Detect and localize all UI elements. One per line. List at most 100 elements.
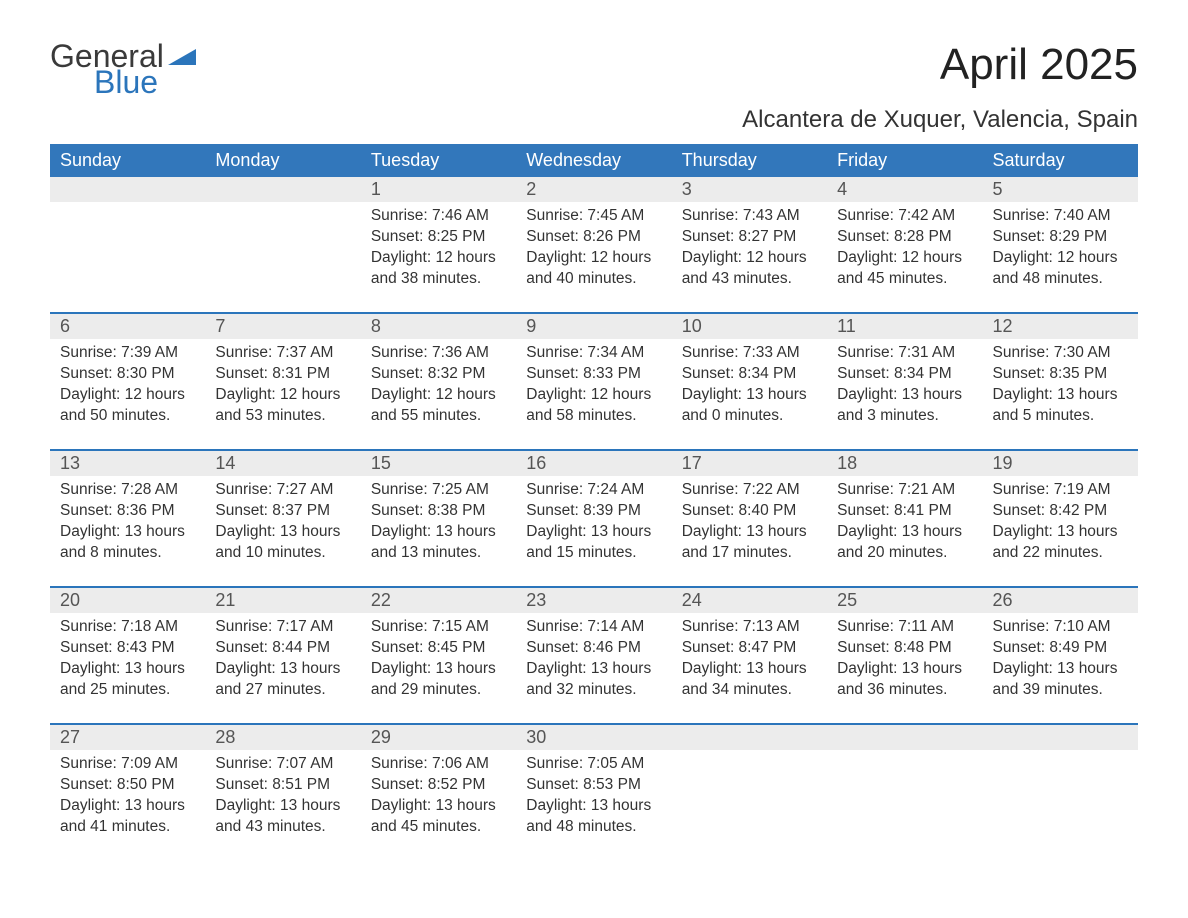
day-cell: Sunrise: 7:30 AMSunset: 8:35 PMDaylight:… [983, 339, 1138, 435]
day-number: 21 [205, 588, 360, 613]
day-detail-line: Sunset: 8:53 PM [526, 775, 661, 796]
day-detail-line: Sunrise: 7:36 AM [371, 343, 506, 364]
day-number-row: 27282930 [50, 723, 1138, 750]
day-cell: Sunrise: 7:17 AMSunset: 8:44 PMDaylight:… [205, 613, 360, 709]
day-number: 30 [516, 725, 671, 750]
day-cell [50, 202, 205, 298]
day-detail-line: Sunset: 8:27 PM [682, 227, 817, 248]
day-detail-line: and 48 minutes. [526, 817, 661, 838]
week-block: 6789101112Sunrise: 7:39 AMSunset: 8:30 P… [50, 312, 1138, 435]
day-cell: Sunrise: 7:21 AMSunset: 8:41 PMDaylight:… [827, 476, 982, 572]
day-cell: Sunrise: 7:34 AMSunset: 8:33 PMDaylight:… [516, 339, 671, 435]
day-detail-line: Daylight: 13 hours [526, 796, 661, 817]
day-detail-line: Sunset: 8:26 PM [526, 227, 661, 248]
day-cell [672, 750, 827, 846]
day-detail-line: Daylight: 13 hours [993, 385, 1128, 406]
day-number: 23 [516, 588, 671, 613]
day-detail-line: and 55 minutes. [371, 406, 506, 427]
month-title: April 2025 [742, 40, 1138, 90]
day-detail-line: Daylight: 13 hours [837, 385, 972, 406]
day-number: 29 [361, 725, 516, 750]
day-detail-line: and 50 minutes. [60, 406, 195, 427]
day-cell: Sunrise: 7:46 AMSunset: 8:25 PMDaylight:… [361, 202, 516, 298]
day-detail-line: Sunrise: 7:27 AM [215, 480, 350, 501]
day-detail-line: Sunset: 8:43 PM [60, 638, 195, 659]
day-cell: Sunrise: 7:27 AMSunset: 8:37 PMDaylight:… [205, 476, 360, 572]
day-detail-line: Sunset: 8:35 PM [993, 364, 1128, 385]
day-detail-line: Sunrise: 7:21 AM [837, 480, 972, 501]
day-cell: Sunrise: 7:43 AMSunset: 8:27 PMDaylight:… [672, 202, 827, 298]
day-detail-line: Sunrise: 7:15 AM [371, 617, 506, 638]
day-detail-line: Sunset: 8:46 PM [526, 638, 661, 659]
day-detail-line: Sunrise: 7:34 AM [526, 343, 661, 364]
day-detail-line: and 25 minutes. [60, 680, 195, 701]
week-block: 27282930Sunrise: 7:09 AMSunset: 8:50 PMD… [50, 723, 1138, 846]
day-detail-line: and 36 minutes. [837, 680, 972, 701]
day-detail-line: and 22 minutes. [993, 543, 1128, 564]
day-number: 17 [672, 451, 827, 476]
day-detail-line: Sunset: 8:36 PM [60, 501, 195, 522]
day-number: 1 [361, 177, 516, 202]
day-detail-line: and 3 minutes. [837, 406, 972, 427]
weekday-header: Tuesday [361, 144, 516, 177]
day-detail-line: and 38 minutes. [371, 269, 506, 290]
day-cell: Sunrise: 7:36 AMSunset: 8:32 PMDaylight:… [361, 339, 516, 435]
day-detail-line: Sunset: 8:42 PM [993, 501, 1128, 522]
day-number-row: 6789101112 [50, 312, 1138, 339]
day-detail-line: Daylight: 12 hours [526, 385, 661, 406]
day-number: 3 [672, 177, 827, 202]
day-detail-line: Daylight: 12 hours [837, 248, 972, 269]
day-detail-line: Sunrise: 7:22 AM [682, 480, 817, 501]
day-number: 28 [205, 725, 360, 750]
day-detail-line: Sunrise: 7:24 AM [526, 480, 661, 501]
day-cell: Sunrise: 7:31 AMSunset: 8:34 PMDaylight:… [827, 339, 982, 435]
day-detail-line: Daylight: 13 hours [60, 522, 195, 543]
day-detail-line: Sunrise: 7:39 AM [60, 343, 195, 364]
day-detail-line: Sunset: 8:25 PM [371, 227, 506, 248]
day-detail-line: Sunset: 8:49 PM [993, 638, 1128, 659]
flag-icon [168, 47, 196, 67]
day-detail-line: Sunrise: 7:13 AM [682, 617, 817, 638]
day-detail-line: Sunset: 8:40 PM [682, 501, 817, 522]
day-cell: Sunrise: 7:11 AMSunset: 8:48 PMDaylight:… [827, 613, 982, 709]
day-detail-line: Sunrise: 7:05 AM [526, 754, 661, 775]
day-cell: Sunrise: 7:40 AMSunset: 8:29 PMDaylight:… [983, 202, 1138, 298]
day-number: 5 [983, 177, 1138, 202]
title-block: April 2025 Alcantera de Xuquer, Valencia… [742, 40, 1138, 134]
week-block: 13141516171819Sunrise: 7:28 AMSunset: 8:… [50, 449, 1138, 572]
day-detail-line: Sunrise: 7:33 AM [682, 343, 817, 364]
day-detail-line: Sunset: 8:52 PM [371, 775, 506, 796]
day-number: 11 [827, 314, 982, 339]
day-number [205, 177, 360, 202]
day-detail-line: and 15 minutes. [526, 543, 661, 564]
day-detail-line: and 58 minutes. [526, 406, 661, 427]
day-number-row: 13141516171819 [50, 449, 1138, 476]
day-detail-line: Sunset: 8:47 PM [682, 638, 817, 659]
day-detail-line: Daylight: 13 hours [215, 522, 350, 543]
day-detail-line: Daylight: 13 hours [215, 659, 350, 680]
day-number: 10 [672, 314, 827, 339]
day-cell: Sunrise: 7:39 AMSunset: 8:30 PMDaylight:… [50, 339, 205, 435]
day-cell: Sunrise: 7:19 AMSunset: 8:42 PMDaylight:… [983, 476, 1138, 572]
day-detail-line: Sunset: 8:37 PM [215, 501, 350, 522]
day-number: 14 [205, 451, 360, 476]
day-detail-line: Daylight: 12 hours [60, 385, 195, 406]
day-detail-line: and 10 minutes. [215, 543, 350, 564]
day-number: 16 [516, 451, 671, 476]
day-detail-line: and 53 minutes. [215, 406, 350, 427]
day-detail-line: Daylight: 12 hours [371, 248, 506, 269]
day-detail-line: and 17 minutes. [682, 543, 817, 564]
day-detail-line: Daylight: 12 hours [215, 385, 350, 406]
day-detail-line: and 48 minutes. [993, 269, 1128, 290]
day-number: 18 [827, 451, 982, 476]
week-block: 12345Sunrise: 7:46 AMSunset: 8:25 PMDayl… [50, 177, 1138, 298]
weekday-header: Monday [205, 144, 360, 177]
day-number: 25 [827, 588, 982, 613]
day-detail-line: Sunrise: 7:45 AM [526, 206, 661, 227]
day-number [983, 725, 1138, 750]
day-detail-line: Sunrise: 7:07 AM [215, 754, 350, 775]
day-detail-line: Daylight: 13 hours [682, 522, 817, 543]
day-number [672, 725, 827, 750]
day-content-row: Sunrise: 7:39 AMSunset: 8:30 PMDaylight:… [50, 339, 1138, 435]
day-number: 24 [672, 588, 827, 613]
